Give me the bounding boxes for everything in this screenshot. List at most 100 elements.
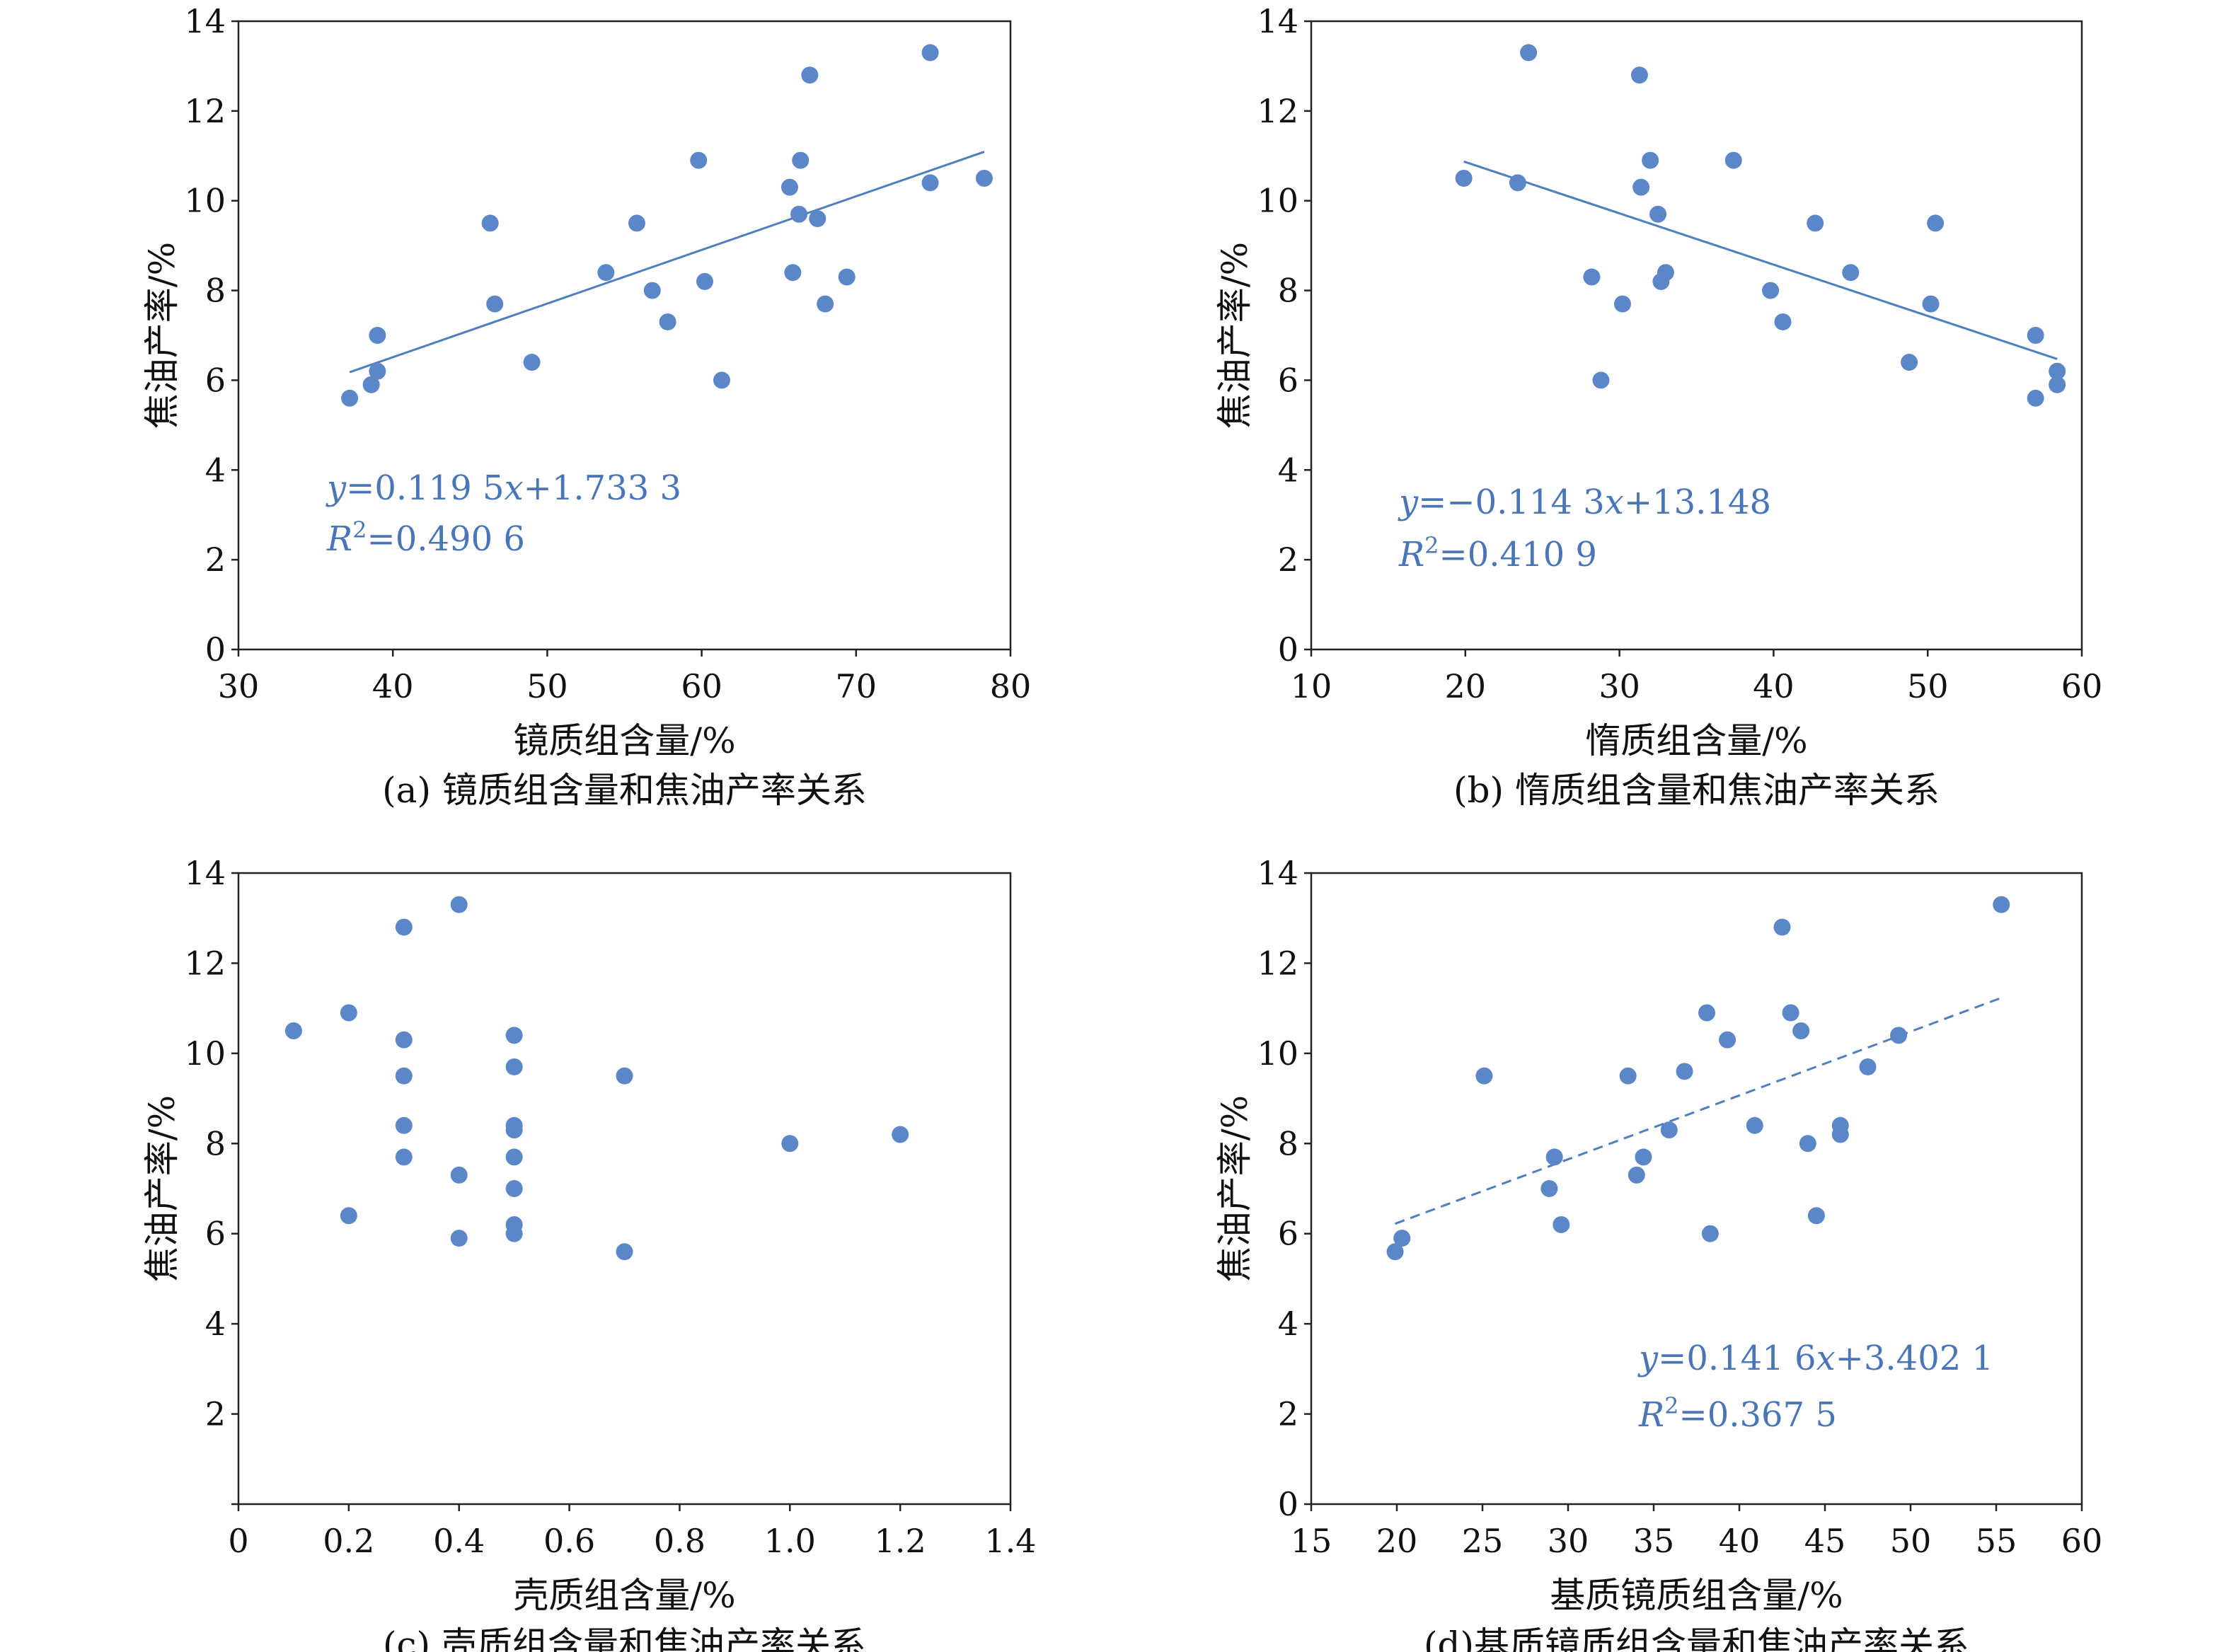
y-tick-label: 6	[1278, 1215, 1298, 1253]
data-point	[340, 1004, 357, 1022]
data-point	[1842, 264, 1860, 282]
x-axis-label: 惰质组含量/%	[1585, 720, 1807, 761]
x-tick-label: 10	[1291, 667, 1332, 705]
data-point	[921, 44, 939, 62]
x-tick-label: 60	[2061, 667, 2103, 705]
equation-intercept: +3.402 1	[1836, 1339, 1993, 1378]
r-squared-superscript: 2	[1424, 532, 1439, 559]
data-point	[481, 214, 499, 232]
equation-coef: =−0.114 3	[1418, 483, 1605, 522]
x-tick-label: 80	[990, 667, 1032, 705]
plot-frame	[237, 872, 1012, 1506]
data-point	[809, 210, 826, 228]
r-squared: R2=0.410 9	[1398, 532, 1597, 574]
y-tick-label: 4	[1278, 451, 1298, 489]
x-tick-label: 50	[1907, 667, 1949, 705]
data-point	[781, 178, 798, 196]
x-tick-label: 0.4	[433, 1522, 485, 1560]
x-tick-label: 70	[836, 667, 877, 705]
x-tick-label: 45	[1804, 1522, 1846, 1560]
data-point	[1630, 67, 1648, 84]
x-tick-label: 25	[1462, 1522, 1504, 1560]
equation-var: x	[1605, 483, 1624, 522]
data-point	[395, 1031, 413, 1049]
data-point	[1386, 1243, 1404, 1261]
x-tick-label: 40	[372, 667, 414, 705]
y-axis-label: 焦油产率/%	[142, 242, 183, 429]
r-squared-superscript: 2	[352, 516, 367, 543]
y-tick-label: 12	[1257, 944, 1298, 982]
data-point	[1545, 1148, 1563, 1166]
data-point	[1613, 295, 1631, 313]
data-point	[450, 1166, 468, 1184]
y-tick-label: 6	[1278, 361, 1298, 399]
data-point	[1592, 371, 1610, 389]
y-tick-label: 2	[1278, 1395, 1298, 1433]
y-tick-label: 0	[1278, 630, 1298, 669]
data-point	[395, 1116, 413, 1134]
x-tick-label: 60	[2061, 1522, 2103, 1560]
equation-lhs: y	[326, 468, 347, 508]
data-point	[1773, 918, 1791, 936]
chart-panel-a: 0 2 4 6 8 10 12 14 30 40 50 60 70 80 镜质组含量/% 焦油产率/% (a) …	[142, 2, 1031, 811]
panel-caption: (d)基质镜质组含量和焦油产率关系	[1424, 1624, 1969, 1652]
y-tick-label: 8	[1278, 1124, 1298, 1162]
equation-coef: =0.119 5	[346, 468, 504, 508]
y-tick-label: 14	[1257, 854, 1298, 892]
data-point	[616, 1243, 633, 1261]
panel-caption: (a) 镜质组含量和焦油产率关系	[382, 770, 867, 811]
data-point	[659, 313, 676, 330]
y-tick-label: 10	[1257, 1034, 1298, 1073]
data-point	[486, 295, 504, 313]
data-point	[362, 376, 380, 393]
data-point	[616, 1067, 633, 1085]
data-point	[450, 896, 468, 913]
y-tick-label: 14	[1257, 2, 1298, 40]
data-point	[1475, 1067, 1493, 1085]
x-tick-label: 30	[1599, 667, 1640, 705]
data-point	[690, 151, 708, 169]
data-point	[1632, 178, 1650, 196]
r-squared-symbol: R	[1398, 535, 1424, 574]
x-tick-label: 40	[1753, 667, 1795, 705]
data-point	[801, 67, 819, 84]
r-squared: R2=0.367 5	[1638, 1392, 1837, 1435]
regression-equation: y=−0.114 3x+13.148	[1398, 483, 1771, 522]
x-tick-label: 50	[1890, 1522, 1932, 1560]
equation-var: x	[1816, 1339, 1836, 1378]
data-point	[1676, 1063, 1693, 1080]
x-tick-label: 20	[1445, 667, 1487, 705]
y-tick-label: 14	[184, 854, 226, 892]
y-tick-label: 14	[184, 2, 226, 40]
x-tick-label: 0.8	[654, 1522, 705, 1560]
data-point	[284, 1022, 302, 1039]
data-point	[628, 214, 645, 232]
data-point	[341, 389, 359, 407]
data-point	[450, 1230, 468, 1247]
y-tick-label: 2	[205, 1395, 226, 1433]
data-point	[784, 264, 802, 282]
data-point	[1553, 1215, 1570, 1233]
data-point	[1831, 1126, 1849, 1143]
y-tick-label: 0	[205, 630, 226, 669]
r-squared-superscript: 2	[1664, 1392, 1678, 1419]
r-squared-symbol: R	[1638, 1395, 1664, 1435]
y-tick-label: 4	[205, 451, 226, 489]
data-point	[1922, 295, 1940, 313]
data-point	[1927, 214, 1945, 232]
data-point	[1701, 1225, 1719, 1242]
regression-equation: y=0.141 6x+3.402 1	[1637, 1339, 1993, 1378]
r-squared: R2=0.490 6	[326, 516, 525, 559]
chart-panel-c: 2 4 6 8 10 12 14 0 0.2 0.4 0.6 0.8 1.0 1.2 1.4 壳质组含量/% 焦…	[142, 854, 1037, 1652]
y-axis-label: 焦油产率/%	[1214, 242, 1255, 429]
x-tick-label: 20	[1376, 1522, 1418, 1560]
data-point	[1698, 1004, 1716, 1022]
y-tick-label: 10	[1257, 182, 1298, 220]
x-axis-label: 壳质组含量/%	[513, 1575, 735, 1616]
equation-coef: =0.141 6	[1658, 1339, 1816, 1378]
y-axis-label: 焦油产率/%	[1214, 1095, 1255, 1282]
y-tick-label: 8	[1278, 272, 1298, 310]
y-tick-label: 12	[184, 944, 226, 982]
data-point	[1724, 151, 1742, 169]
data-point	[1774, 313, 1792, 330]
